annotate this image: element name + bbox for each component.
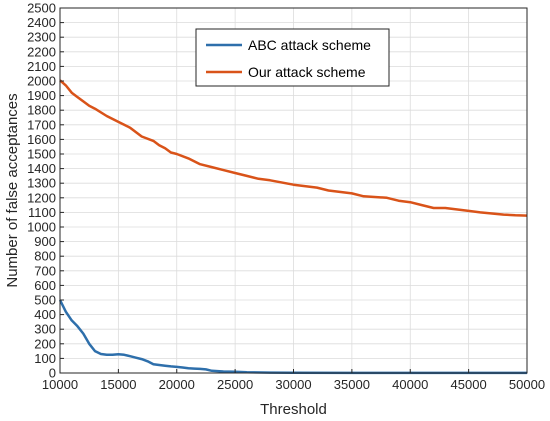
series-lines	[58, 79, 528, 375]
y-tick-label: 100	[34, 351, 56, 366]
y-tick-label: 400	[34, 307, 56, 322]
y-tick-label: 1500	[27, 147, 56, 162]
x-axis-title: Threshold	[260, 401, 327, 418]
y-tick-label: 2400	[27, 15, 56, 30]
y-tick-label: 200	[34, 336, 56, 351]
legend-label-abc-attack-scheme: ABC attack scheme	[248, 37, 371, 53]
x-tick-label: 25000	[217, 377, 253, 392]
y-tick-labels: 0100200300400500600700800900100011001200…	[27, 1, 56, 381]
legend: ABC attack scheme Our attack scheme	[195, 28, 390, 87]
series-line-1	[59, 79, 528, 217]
y-tick-label: 300	[34, 322, 56, 337]
y-tick-label: 900	[34, 234, 56, 249]
x-tick-label: 30000	[275, 377, 311, 392]
legend-label-our-attack-scheme: Our attack scheme	[248, 64, 366, 80]
tick-marks	[59, 7, 528, 374]
y-tick-label: 2200	[27, 44, 56, 59]
y-tick-label: 0	[49, 366, 56, 381]
y-tick-label: 1900	[27, 88, 56, 103]
x-tick-label: 35000	[334, 377, 370, 392]
y-tick-label: 1100	[28, 205, 56, 220]
y-tick-label: 1800	[27, 103, 56, 118]
x-tick-label: 15000	[100, 377, 136, 392]
legend-box	[195, 28, 390, 87]
y-tick-label: 1200	[27, 190, 56, 205]
y-tick-label: 1000	[27, 220, 56, 235]
y-tick-label: 500	[34, 293, 56, 308]
x-tick-labels: 10000 15000 20000 25000 30000 35000 40000 45000…	[42, 377, 545, 392]
x-tick-label: 10000	[42, 377, 78, 392]
x-tick-label: 45000	[451, 377, 487, 392]
y-tick-label: 1400	[27, 161, 56, 176]
y-tick-label: 1600	[27, 132, 56, 147]
y-axis-title: Number of false acceptances	[4, 93, 21, 287]
y-tick-label: 1700	[27, 117, 56, 132]
series-line-0	[58, 299, 527, 375]
y-tick-label: 2500	[27, 1, 56, 16]
y-tick-label: 2100	[27, 59, 56, 74]
y-tick-label: 700	[34, 263, 56, 278]
x-tick-label: 40000	[392, 377, 428, 392]
y-tick-label: 2000	[27, 74, 56, 89]
x-tick-label: 50000	[509, 377, 545, 392]
y-tick-label: 600	[34, 278, 56, 293]
y-tick-label: 800	[34, 249, 56, 264]
y-tick-label: 2300	[27, 30, 56, 45]
y-tick-label: 1300	[27, 176, 56, 191]
x-tick-label: 20000	[159, 377, 195, 392]
